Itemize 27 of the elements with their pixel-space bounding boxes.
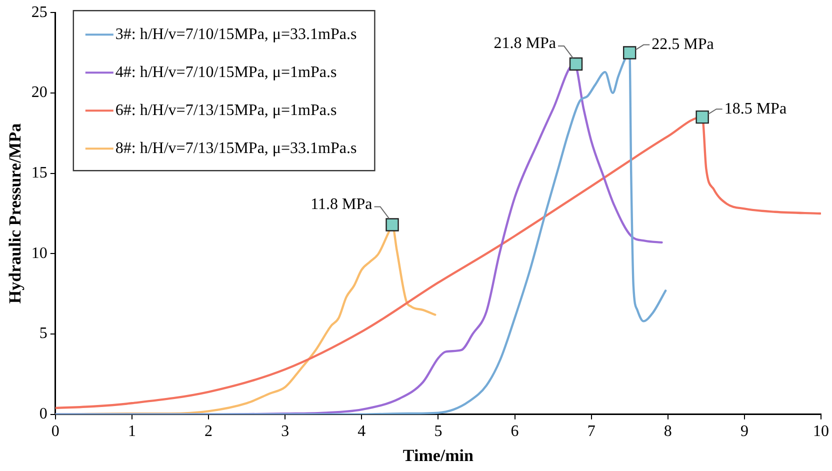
x-tick-label: 1 — [128, 423, 136, 440]
x-tick-label: 6 — [510, 423, 519, 440]
legend-label: 6#: h/H/v=7/13/15MPa, μ=1mPa.s — [115, 102, 337, 119]
y-tick-label: 10 — [31, 244, 48, 262]
annotation: 18.5 MPa — [724, 100, 787, 118]
x-tick-label: 4 — [358, 423, 366, 440]
legend-label: 8#: h/H/v=7/13/15MPa, μ=33.1mPa.s — [115, 140, 357, 157]
x-tick-label: 10 — [813, 423, 829, 440]
x-tick-label: 9 — [740, 423, 748, 440]
x-axis-title: Time/min — [402, 446, 474, 466]
annotation: 11.8 MPa — [310, 196, 372, 213]
annotation: 21.8 MPa — [494, 35, 556, 52]
y-axis-title: Hydraulic Pressure/MPa — [6, 122, 25, 304]
annotation: 22.5 MPa — [652, 36, 714, 53]
x-tick-label: 8 — [664, 423, 672, 440]
x-tick-label: 0 — [51, 423, 60, 440]
legend-label: 3#: h/H/v=7/10/15MPa, μ=33.1mPa.s — [115, 26, 357, 43]
x-tick-label: 5 — [434, 423, 442, 440]
legend-label: 4#: h/H/v=7/10/15MPa, μ=1mPa.s — [115, 64, 337, 81]
y-tick-label: 15 — [31, 164, 48, 182]
x-tick-label: 2 — [204, 423, 213, 440]
x-tick-label: 3 — [281, 423, 290, 440]
y-tick-label: 25 — [31, 4, 48, 21]
y-tick-label: 20 — [31, 84, 48, 102]
y-tick-label: 5 — [39, 325, 48, 342]
y-tick-label: 0 — [39, 406, 48, 423]
x-tick-label: 7 — [587, 423, 596, 440]
